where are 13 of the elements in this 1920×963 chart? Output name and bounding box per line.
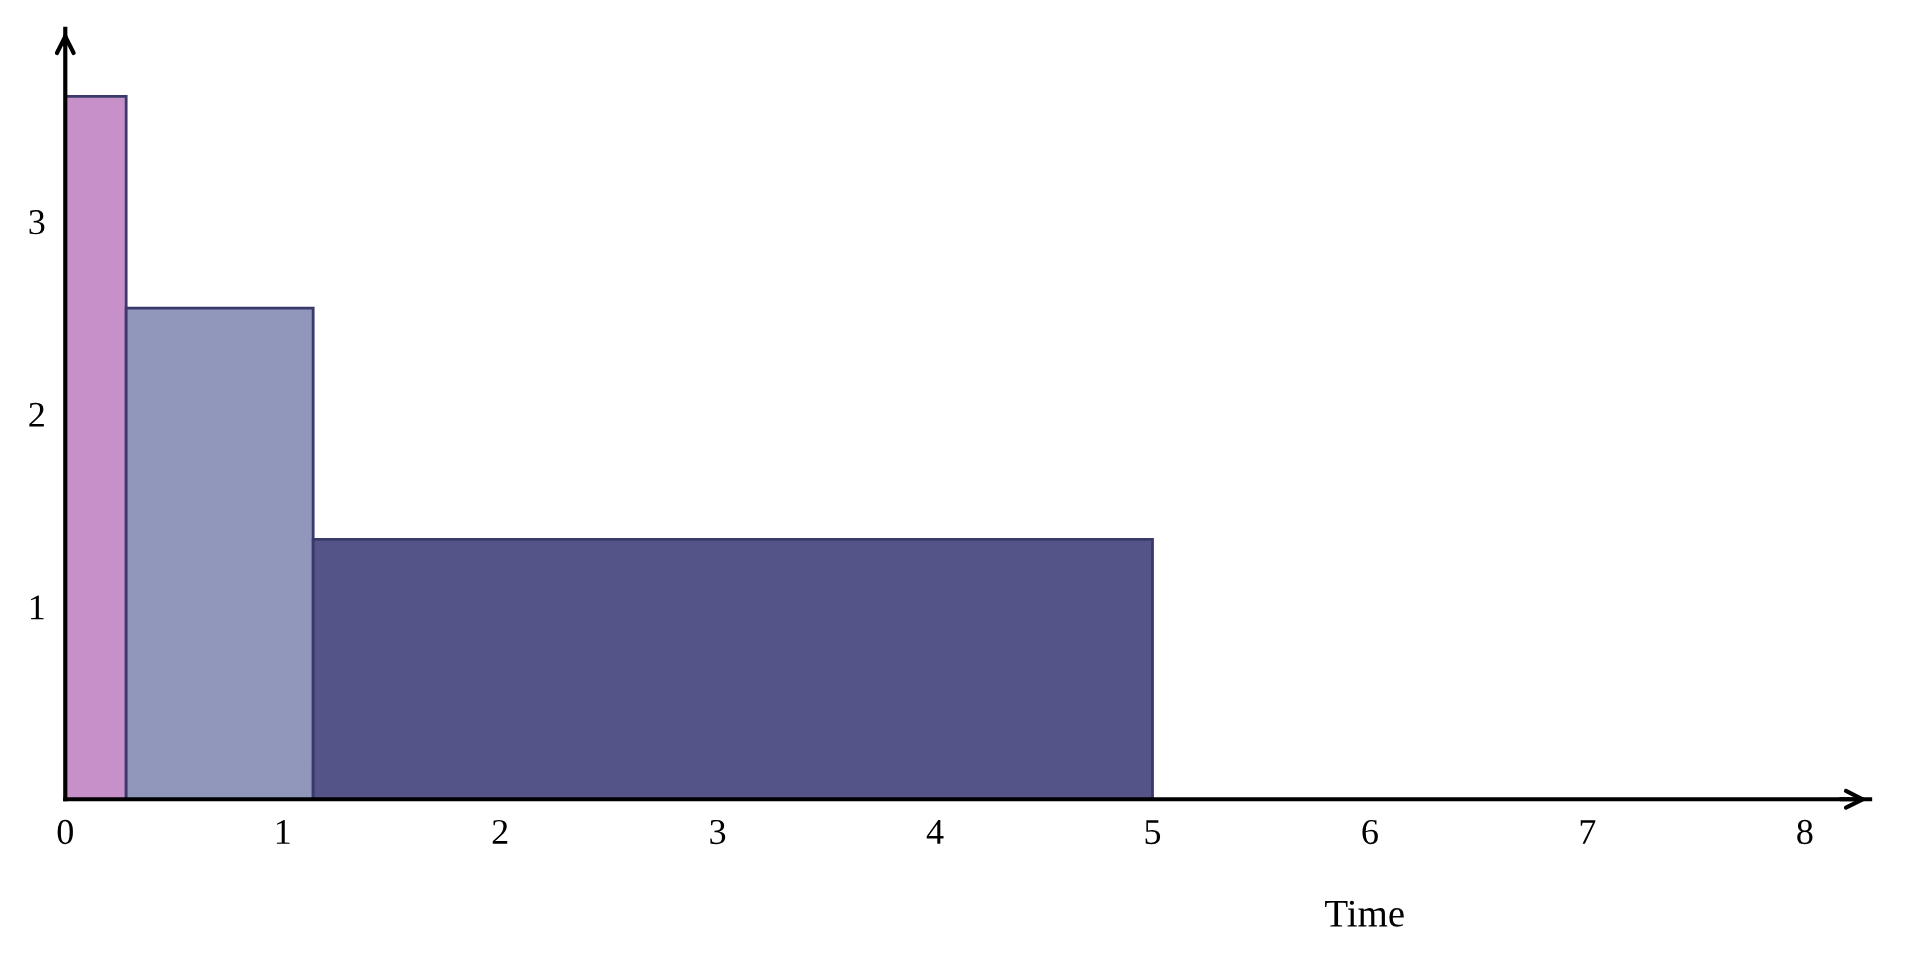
x-tick-label: 8 [1797, 819, 1813, 845]
y-tick-label: 2 [29, 402, 44, 427]
x-tick-label: 6 [1362, 819, 1378, 845]
x-tick-label: 5 [1145, 820, 1161, 845]
x-tick-label: 4 [926, 820, 944, 844]
x-axis-title: Time [1325, 900, 1404, 927]
x-tick-label: 2 [492, 819, 508, 844]
y-tick-label: 3 [29, 210, 45, 235]
x-tick-label: 3 [710, 819, 726, 845]
x-tick-label: 1 [276, 819, 290, 844]
y-tick-label: 1 [30, 595, 44, 620]
x-tick-label: 7 [1580, 820, 1596, 844]
x-tick-label: 0 [57, 819, 73, 845]
